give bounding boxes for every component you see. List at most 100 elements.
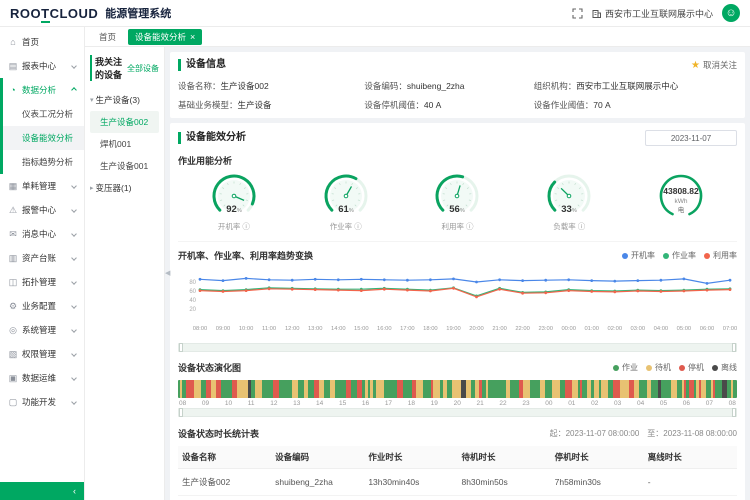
unfollow-button[interactable]: ★ 取消关注 xyxy=(691,59,737,71)
field-label: 设备名称： xyxy=(178,81,221,91)
sidebar-subitem-仪表工况分析[interactable]: 仪表工况分析 xyxy=(0,102,84,126)
field-label: 设备停机阈值： xyxy=(364,100,424,110)
svg-text:02:00: 02:00 xyxy=(608,326,623,332)
legend-item-作业率[interactable]: 作业率 xyxy=(663,250,696,261)
topbar-right: 西安市工业互联网展示中心 ☺ xyxy=(572,4,740,22)
chevron-down-icon xyxy=(71,399,77,405)
legend-item-离线[interactable]: 离线 xyxy=(712,362,737,373)
tab-home[interactable]: 首页 xyxy=(93,29,122,45)
table-row: 生产设备002shuibeng_2zha13h30min40s8h30min50… xyxy=(178,469,737,496)
field-label: 组织机构： xyxy=(534,81,577,91)
app-title: 能源管理系统 xyxy=(105,5,171,21)
tree-leaf-生产设备002[interactable]: 生产设备002 xyxy=(90,111,159,133)
legend-item-作业[interactable]: 作业 xyxy=(613,362,638,373)
info-field: 基础业务模型：生产设备 xyxy=(178,99,364,111)
svg-text:16:00: 16:00 xyxy=(377,326,392,332)
panel-collapse-handle[interactable]: ◀ xyxy=(165,269,170,277)
tree-leaf-生产设备001[interactable]: 生产设备001 xyxy=(90,155,159,177)
chevron-down-icon xyxy=(71,327,77,333)
chevron-down-icon xyxy=(71,351,77,357)
avatar[interactable]: ☺ xyxy=(722,4,740,22)
hour-tick-label: 12 xyxy=(270,400,277,407)
sidebar-item-首页[interactable]: ⌂首页 xyxy=(0,30,84,54)
tree-leaf-焊机001[interactable]: 焊机001 xyxy=(90,133,159,155)
svg-text:04:00: 04:00 xyxy=(654,326,669,332)
info-icon[interactable]: ⓘ xyxy=(466,221,474,232)
sidebar-item-label: 资产台账 xyxy=(22,252,68,264)
all-devices-link[interactable]: 全部设备 xyxy=(127,63,159,74)
field-label: 设备编码： xyxy=(364,81,407,91)
main-content: ◀ 设备信息 ★ 取消关注 设备名称：生产设备002设备编码：shuibeng_… xyxy=(165,47,750,500)
tree-node-变压器(1)[interactable]: ▸变压器(1) xyxy=(90,177,159,199)
legend-item-待机[interactable]: 待机 xyxy=(646,362,671,373)
legend-item-利用率[interactable]: 利用率 xyxy=(704,250,737,261)
hour-tick-label: 05 xyxy=(660,400,667,407)
legend-label: 开机率 xyxy=(631,250,655,261)
chevron-down-icon xyxy=(71,375,77,381)
sidebar-item-功能开发[interactable]: ▢功能开发 xyxy=(0,390,84,414)
sidebar-subitem-设备能效分析[interactable]: 设备能效分析 xyxy=(0,126,84,150)
gauge-开机率: 92% 开机率ⓘ xyxy=(186,171,281,232)
energy-total-ring: 43808.82 kWh 电 xyxy=(634,171,729,223)
sidebar-group: ◎系统管理 xyxy=(0,318,84,342)
fullscreen-icon[interactable] xyxy=(572,8,583,19)
sidebar-item-业务配置[interactable]: ⚙业务配置 xyxy=(0,294,84,318)
tab-close-icon[interactable]: × xyxy=(190,32,195,42)
info-field: 设备名称：生产设备002 xyxy=(178,80,364,92)
sidebar-item-拓扑管理[interactable]: ◫拓扑管理 xyxy=(0,270,84,294)
sidebar-group: ⌂首页 xyxy=(0,30,84,54)
info-icon[interactable]: ⓘ xyxy=(242,221,250,232)
status-duration-table: 设备名称设备编码作业时长待机时长停机时长离线时长 生产设备002shuibeng… xyxy=(178,446,737,496)
chevron-down-icon xyxy=(71,63,77,69)
sidebar-group: ▦单耗管理 xyxy=(0,174,84,198)
sidebar-item-单耗管理[interactable]: ▦单耗管理 xyxy=(0,174,84,198)
sidebar-item-资产台账[interactable]: ▥ 资产台账 xyxy=(0,246,84,270)
sidebar-item-权限管理[interactable]: ▧权限管理 xyxy=(0,342,84,366)
hour-tick-label: 06 xyxy=(683,400,690,407)
sidebar-item-数据分析[interactable]: ◔数据分析 xyxy=(0,78,84,102)
info-icon[interactable]: ⓘ xyxy=(578,221,586,232)
svg-text:09:00: 09:00 xyxy=(216,326,231,332)
field-value: 生产设备 xyxy=(238,100,272,110)
sidebar-subitem-指标趋势分析[interactable]: 指标趋势分析 xyxy=(0,150,84,174)
info-field: 设备作业阈值：70 A xyxy=(534,99,737,111)
legend-item-开机率[interactable]: 开机率 xyxy=(622,250,655,261)
tree-node-生产设备(3)[interactable]: ▾生产设备(3) xyxy=(90,89,159,111)
hour-tick-label: 09 xyxy=(202,400,209,407)
home-icon: ⌂ xyxy=(8,37,18,47)
sidebar-item-系统管理[interactable]: ◎系统管理 xyxy=(0,318,84,342)
status-timeline-strip xyxy=(178,380,737,398)
sidebar-item-label: 系统管理 xyxy=(22,324,68,336)
chevron-down-icon xyxy=(71,303,77,309)
message-icon: ✉ xyxy=(8,229,18,240)
status-scrollbar[interactable] xyxy=(178,408,737,417)
sidebar-item-报表中心[interactable]: ▤报表中心 xyxy=(0,54,84,78)
hour-tick-label: 23 xyxy=(522,400,529,407)
chevron-down-icon xyxy=(71,279,77,285)
sidebar-item-label: 权限管理 xyxy=(22,348,68,360)
legend-label: 待机 xyxy=(655,362,671,373)
org-switcher[interactable]: 西安市工业互联网展示中心 xyxy=(592,7,713,20)
info-icon[interactable]: ⓘ xyxy=(354,221,362,232)
field-value: 40 A xyxy=(424,100,442,110)
sidebar-group: ▤报表中心 xyxy=(0,54,84,78)
alarm-icon: ⚠ xyxy=(8,205,18,216)
star-icon: ★ xyxy=(691,60,700,71)
trend-scrollbar[interactable] xyxy=(178,343,737,352)
hour-tick-label: 20 xyxy=(454,400,461,407)
trend-chart: 2040608008:0009:0010:0011:0012:0013:0014… xyxy=(178,264,737,342)
sidebar-collapse-bar[interactable]: ‹ xyxy=(0,482,84,500)
sidebar-item-报警中心[interactable]: ⚠报警中心 xyxy=(0,198,84,222)
sidebar-item-消息中心[interactable]: ✉消息中心 xyxy=(0,222,84,246)
legend-item-停机[interactable]: 停机 xyxy=(679,362,704,373)
topology-icon: ◫ xyxy=(8,277,18,288)
asset-ledger-icon: ▥ xyxy=(8,253,18,264)
sidebar-group: ⚠报警中心 xyxy=(0,198,84,222)
caret-down-icon: ▾ xyxy=(90,96,94,104)
date-picker[interactable]: 2023-11-07 xyxy=(645,130,737,146)
tab-device-efficiency[interactable]: 设备能效分析 × xyxy=(128,29,202,45)
sidebar-group: ✉消息中心 xyxy=(0,222,84,246)
building-icon xyxy=(592,8,601,18)
sidebar-item-数据运维[interactable]: ▣数据运维 xyxy=(0,366,84,390)
device-info-card: 设备信息 ★ 取消关注 设备名称：生产设备002设备编码：shuibeng_2z… xyxy=(170,52,745,118)
